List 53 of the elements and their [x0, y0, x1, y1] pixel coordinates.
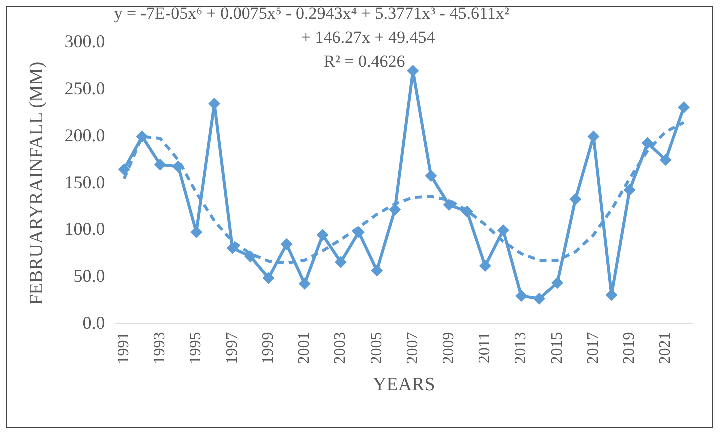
y-tick-label: 50.0: [74, 266, 106, 286]
point: [371, 264, 384, 277]
point: [280, 238, 293, 251]
x-tick-label: 2009: [440, 332, 458, 364]
x-tick-label: 2007: [404, 332, 422, 364]
x-tick-label: 2005: [368, 332, 386, 364]
y-tick-label: 250.0: [64, 78, 106, 99]
point: [570, 194, 582, 206]
point: [678, 102, 690, 114]
x-tick-label: 1999: [260, 332, 277, 364]
point: [425, 170, 438, 182]
point: [624, 184, 636, 196]
y-tick-label: 300.0: [64, 32, 106, 52]
point: [660, 154, 672, 166]
point: [443, 199, 456, 212]
point: [479, 260, 492, 272]
point: [552, 276, 564, 289]
y-tick-label: 0.0: [82, 312, 106, 333]
y-tick-label: 100.0: [64, 219, 106, 240]
x-tick-label: 1997: [224, 332, 241, 364]
x-tick-label: 2013: [512, 332, 530, 364]
point: [262, 272, 275, 284]
y-tick-label: 150.0: [64, 172, 106, 192]
point: [642, 137, 654, 150]
x-tick-label: 1993: [152, 332, 169, 364]
point: [316, 229, 329, 242]
x-tick-label: 2019: [621, 332, 638, 364]
point: [534, 292, 546, 305]
point: [298, 278, 311, 290]
x-tick-label: 2015: [548, 332, 566, 364]
x-tick-label: 1991: [116, 332, 133, 364]
x-axis-title: YEARS: [373, 374, 436, 396]
point: [154, 158, 166, 171]
point: [497, 224, 510, 236]
text: y = -7E-05x⁶ + 0.0075x⁵ - 0.2943x⁴ + 5.3771x³ - 45.611x²: [114, 4, 510, 23]
y-tick-label: 200.0: [64, 125, 106, 146]
x-tick-label: 1995: [188, 332, 205, 364]
point: [172, 160, 184, 173]
annotation: R² = 0.4626: [324, 52, 406, 71]
point: [118, 164, 130, 176]
y-axis-title: FEBRUARYRAINFALL (MM): [26, 62, 48, 306]
point: [515, 290, 528, 302]
x-tick-label: 2003: [332, 332, 350, 364]
annotation: + 146.27x + 49.454: [301, 28, 436, 47]
x-tick-label: 2021: [657, 332, 674, 364]
point: [136, 130, 148, 143]
point: [244, 250, 257, 263]
x-tick-label: 2017: [584, 332, 602, 364]
point: [461, 206, 474, 218]
point: [334, 256, 347, 268]
x-tick-label: 2011: [476, 332, 494, 364]
point: [353, 226, 366, 238]
x-tick-label: 2001: [296, 332, 314, 364]
